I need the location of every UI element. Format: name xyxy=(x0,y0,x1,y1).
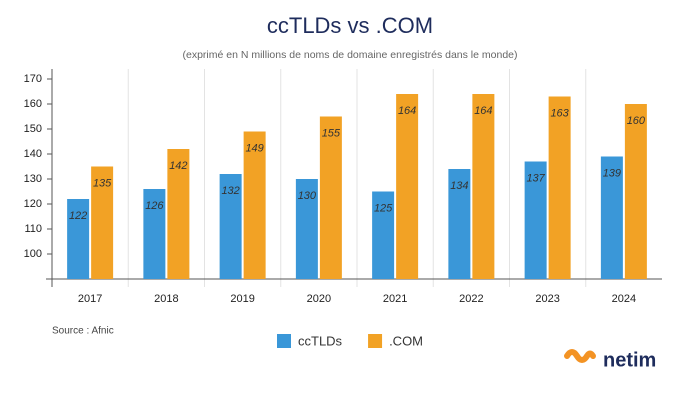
value-label: 130 xyxy=(298,190,317,202)
bar xyxy=(472,94,495,279)
x-tick-label: 2023 xyxy=(535,293,559,305)
value-label: 160 xyxy=(627,115,646,127)
x-tick-label: 2024 xyxy=(612,293,636,305)
x-tick-label: 2019 xyxy=(230,293,254,305)
legend-swatch xyxy=(368,334,383,348)
value-label: 155 xyxy=(322,127,341,139)
bar xyxy=(524,161,547,279)
x-tick-label: 2018 xyxy=(154,293,178,305)
value-label: 122 xyxy=(69,210,87,222)
logo-icon xyxy=(564,349,596,363)
value-label: 163 xyxy=(550,107,569,119)
value-label: 142 xyxy=(169,160,187,172)
value-label: 134 xyxy=(450,180,468,192)
value-label: 164 xyxy=(474,105,492,117)
x-tick-label: 2017 xyxy=(78,293,102,305)
bar xyxy=(243,131,266,279)
bar xyxy=(396,94,419,279)
bar xyxy=(143,189,166,279)
value-label: 137 xyxy=(526,172,545,184)
bar xyxy=(67,199,90,279)
source: Source : Afnic xyxy=(52,326,114,337)
bar xyxy=(548,96,571,279)
value-label: 149 xyxy=(245,142,263,154)
value-label: 139 xyxy=(603,167,621,179)
y-tick-label: 100 xyxy=(24,248,42,260)
value-label: 135 xyxy=(93,177,112,189)
value-label: 126 xyxy=(145,200,164,212)
bar xyxy=(91,166,114,279)
y-tick-label: 170 xyxy=(24,73,42,85)
y-tick-label: 150 xyxy=(24,123,42,135)
logo: netim xyxy=(564,349,656,371)
y-tick-label: 160 xyxy=(24,98,42,110)
bar xyxy=(167,149,190,279)
y-tick-label: 140 xyxy=(24,148,42,160)
y-tick-label: 130 xyxy=(24,173,42,185)
y-tick-label: 120 xyxy=(24,198,42,210)
chart-title: ccTLDs vs .COM xyxy=(267,13,433,38)
x-tick-label: 2020 xyxy=(307,293,331,305)
bar xyxy=(372,191,395,279)
value-label: 164 xyxy=(398,105,416,117)
bar xyxy=(295,179,318,279)
bar xyxy=(448,169,471,279)
x-tick-label: 2021 xyxy=(383,293,407,305)
x-tick-label: 2022 xyxy=(459,293,483,305)
brand: netim xyxy=(603,349,656,371)
bar xyxy=(219,174,242,279)
value-label: 132 xyxy=(221,185,239,197)
legend-swatch xyxy=(277,334,291,348)
legend-label: ccTLDs xyxy=(298,333,343,348)
y-tick-label: 110 xyxy=(24,223,42,235)
bar xyxy=(600,156,623,279)
value-label: 125 xyxy=(374,202,393,214)
bar xyxy=(624,104,647,279)
bar xyxy=(319,116,342,279)
chart-subtitle: (exprimé en N millions de noms de domain… xyxy=(183,49,518,61)
legend-label: .COM xyxy=(389,333,423,348)
